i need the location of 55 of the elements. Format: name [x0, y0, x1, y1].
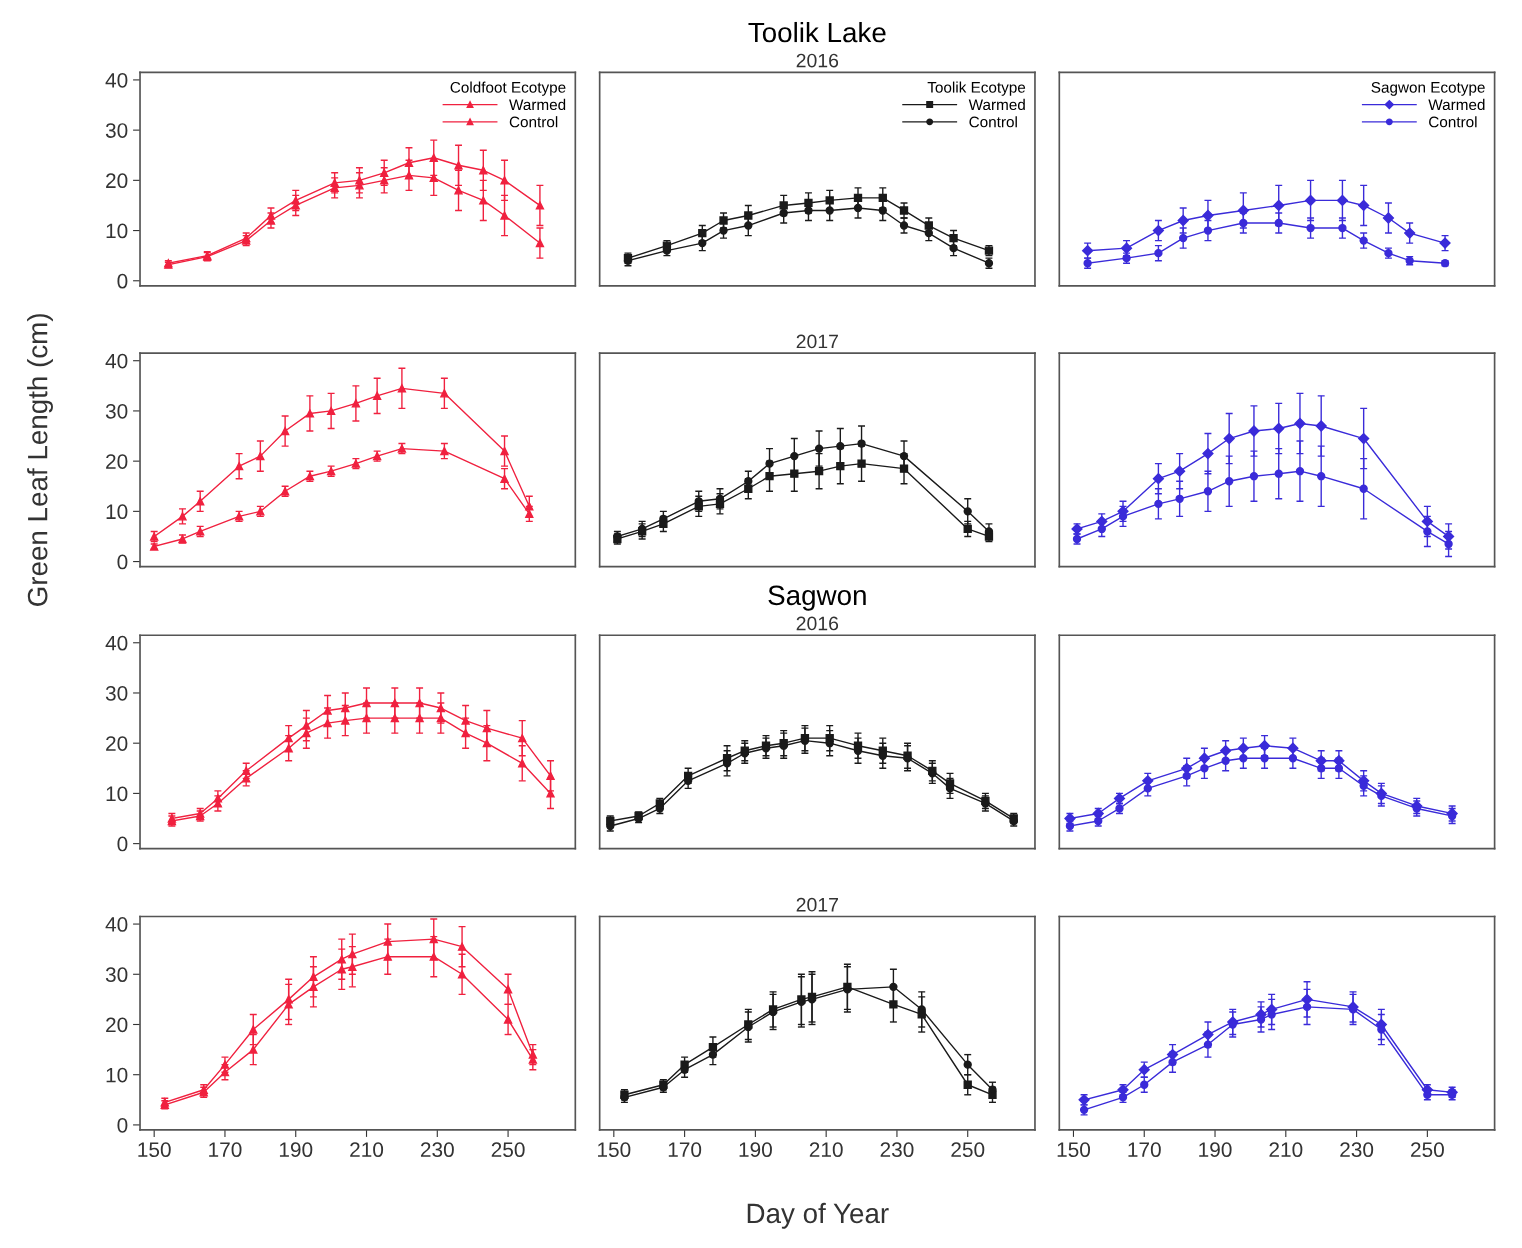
x-tick-label: 250 [491, 1142, 525, 1158]
legend-title: Coldfoot Ecotype [450, 81, 566, 96]
chart-title: Toolik Lake [748, 21, 886, 43]
y-tick-label: 40 [105, 917, 128, 932]
y-tick-label: 10 [106, 786, 128, 802]
chart-subtitle: 2017 [796, 334, 838, 349]
y-tick-label: 0 [117, 836, 128, 852]
y-tick-label: 30 [105, 685, 128, 701]
x-tick-label: 210 [1269, 1142, 1303, 1158]
x-tick-label: 170 [668, 1142, 702, 1158]
y-tick-label: 0 [117, 554, 128, 570]
x-tick-label: 210 [809, 1142, 843, 1158]
legend-label: Warmed [968, 98, 1025, 111]
y-tick-label: 40 [105, 353, 128, 369]
y-tick-label: 0 [117, 273, 128, 289]
legend-title: Sagwon Ecotype [1371, 81, 1485, 96]
chart-subtitle: 2017 [796, 897, 838, 912]
x-tick-label: 210 [350, 1142, 384, 1158]
y-tick-label: 20 [106, 454, 128, 469]
chart-title: Sagwon [768, 585, 866, 611]
x-tick-label: 230 [1340, 1142, 1374, 1158]
x-tick-label: 230 [420, 1142, 454, 1158]
legend-label: Control [509, 116, 558, 128]
legend-label: Warmed [1428, 98, 1485, 111]
chart-subtitle: 2016 [796, 53, 839, 68]
x-axis-title: Day of Year [747, 1202, 889, 1229]
x-tick-label: 230 [880, 1142, 914, 1158]
x-tick-label: 150 [1057, 1142, 1091, 1158]
legend-label: Warmed [509, 98, 566, 111]
x-tick-label: 250 [951, 1142, 985, 1158]
legend-title: Toolik Ecotype [927, 81, 1026, 96]
x-tick-label: 250 [1411, 1142, 1444, 1158]
y-tick-label: 10 [106, 223, 128, 239]
y-tick-label: 40 [105, 72, 128, 88]
legend-label: Control [1429, 116, 1477, 128]
x-tick-label: 150 [138, 1142, 171, 1158]
x-tick-label: 150 [598, 1142, 631, 1158]
y-tick-label: 20 [106, 736, 128, 751]
x-tick-label: 190 [279, 1142, 313, 1158]
chart-subtitle: 2016 [796, 616, 839, 631]
y-tick-label: 20 [106, 1017, 128, 1033]
x-tick-label: 190 [739, 1142, 772, 1158]
y-tick-label: 10 [106, 504, 128, 520]
x-tick-label: 170 [209, 1142, 242, 1158]
y-tick-label: 30 [105, 967, 128, 983]
legend-label: Control [969, 116, 1017, 128]
y-tick-label: 40 [105, 635, 128, 651]
y-tick-label: 20 [106, 173, 128, 189]
x-tick-label: 170 [1128, 1142, 1161, 1158]
x-tick-label: 190 [1199, 1142, 1232, 1158]
y-tick-label: 10 [106, 1067, 128, 1083]
y-tick-label: 30 [105, 403, 128, 419]
y-axis-title: Green Leaf Length (cm) [27, 314, 53, 606]
y-tick-label: 30 [105, 123, 128, 138]
y-tick-label: 0 [117, 1117, 128, 1133]
